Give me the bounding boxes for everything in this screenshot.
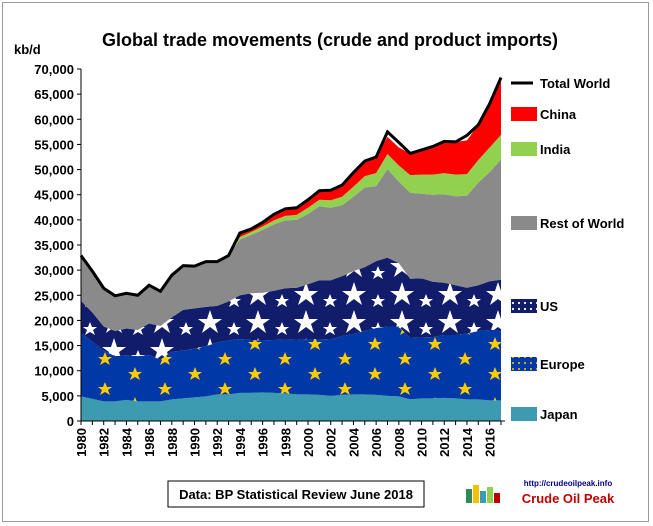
legend-india-swatch — [511, 142, 537, 156]
legend-china-label: China — [540, 107, 577, 122]
y-tick-label: 65,000 — [34, 87, 74, 102]
x-tick-label: 1988 — [165, 428, 180, 457]
y-tick-label: 5,000 — [41, 389, 74, 404]
x-tick-label: 2012 — [437, 428, 452, 457]
x-tick-label: 2000 — [301, 428, 316, 457]
area-rest-of-world — [81, 159, 501, 331]
logo-url: http://crudeoilpeak.info — [524, 479, 613, 488]
legend: Total World China India Rest of World US Euro… — [511, 76, 624, 422]
area-us — [81, 257, 501, 360]
y-tick-label: 30,000 — [34, 263, 74, 278]
y-tick-label: 0 — [67, 414, 74, 429]
x-tick-label: 1990 — [188, 428, 203, 457]
y-axis-unit: kb/d — [14, 42, 41, 57]
legend-japan-swatch — [511, 407, 537, 421]
total-world-line-group — [79, 76, 503, 298]
legend-europe-swatch — [511, 357, 537, 371]
y-tick-label: 50,000 — [34, 163, 74, 178]
legend-rest-of-world-label: Rest of World — [540, 216, 624, 231]
legend-india-label: India — [540, 142, 571, 157]
y-tick-label: 10,000 — [34, 364, 74, 379]
y-tick-label: 20,000 — [34, 313, 74, 328]
x-tick-label: 1994 — [233, 427, 248, 457]
y-tick-label: 45,000 — [34, 188, 74, 203]
x-tick-label: 1982 — [97, 428, 112, 457]
legend-china-swatch — [511, 107, 537, 121]
chart-frame — [2, 2, 649, 522]
x-tick-label: 1980 — [74, 428, 89, 457]
x-axis-ticks: 1980 1982 1984 1986 1988 1990 1992 1994 1996 1998… — [74, 421, 502, 457]
y-tick-label: 40,000 — [34, 213, 74, 228]
x-tick-label: 2006 — [369, 428, 384, 457]
area-europe — [81, 326, 501, 402]
y-tick-label: 15,000 — [34, 339, 74, 354]
x-tick-label: 1996 — [256, 428, 271, 457]
source-box — [167, 480, 425, 508]
y-axis-ticks: 0 5,000 10,000 15,000 20,000 25,000 30,000 35,0… — [34, 62, 81, 429]
total-world-line — [79, 76, 503, 298]
logo-name: Crude Oil Peak — [522, 491, 615, 506]
x-tick-label: 2014 — [460, 427, 475, 457]
x-tick-label: 1992 — [210, 428, 225, 457]
x-tick-label: 2008 — [392, 428, 407, 457]
x-tick-label: 2002 — [324, 428, 339, 457]
stacked-areas — [81, 77, 501, 421]
legend-rest-of-world-swatch — [511, 216, 537, 230]
crude-oil-peak-logo: http://crudeoilpeak.info Crude Oil Peak — [466, 479, 615, 506]
y-tick-label: 35,000 — [34, 238, 74, 253]
legend-us-label: US — [540, 299, 558, 314]
legend-total-world-label: Total World — [540, 76, 610, 91]
legend-us-swatch — [511, 299, 537, 313]
x-tick-label: 1984 — [119, 427, 134, 457]
y-tick-label: 60,000 — [34, 112, 74, 127]
area-japan — [81, 392, 501, 421]
x-tick-label: 2004 — [346, 427, 361, 457]
chart-title: Global trade movements (crude and produc… — [102, 30, 558, 50]
y-tick-label: 70,000 — [34, 62, 74, 77]
y-tick-label: 55,000 — [34, 137, 74, 152]
x-tick-label: 1986 — [142, 428, 157, 457]
x-tick-label: 2010 — [415, 428, 430, 457]
source-note: Data: BP Statistical Review June 2018 — [179, 487, 413, 502]
legend-europe-label: Europe — [540, 357, 585, 372]
x-tick-label: 1998 — [278, 428, 293, 457]
legend-japan-label: Japan — [540, 407, 578, 422]
y-tick-label: 25,000 — [34, 288, 74, 303]
x-tick-label: 2016 — [483, 428, 498, 457]
area-india — [81, 134, 501, 296]
